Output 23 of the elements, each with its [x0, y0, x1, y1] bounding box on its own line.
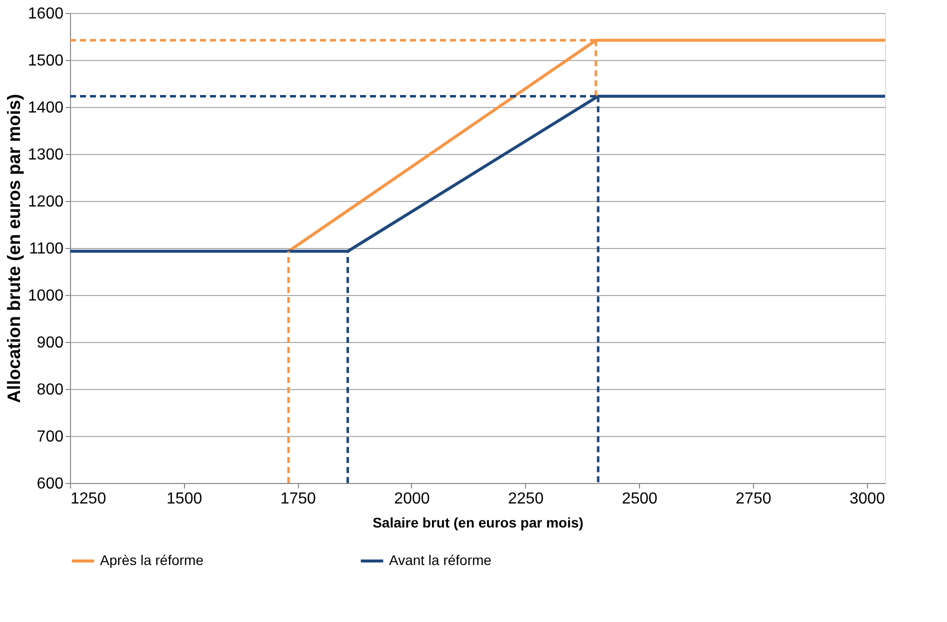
- x-tick-label: 2750: [736, 490, 772, 508]
- x-tick-label: 1500: [166, 490, 202, 508]
- x-tick-label: 1250: [70, 490, 106, 508]
- x-tick-label: 3000: [849, 490, 886, 508]
- legend-label: Après la réforme: [100, 552, 204, 568]
- y-tick-label: 700: [36, 428, 64, 446]
- y-tick-label: 1000: [28, 288, 64, 304]
- y-tick-label: 1500: [28, 52, 64, 70]
- x-axis-title: Salaire brut (en euros par mois): [372, 514, 584, 530]
- y-tick-label: 1400: [28, 100, 64, 116]
- y-tick-label: 600: [36, 476, 64, 492]
- legend-label: Avant la réforme: [389, 552, 492, 568]
- x-tick-label: 2000: [394, 490, 430, 508]
- y-tick-label: 1300: [28, 146, 64, 164]
- y-axis-title: Allocation brute (en euros par mois): [4, 94, 24, 404]
- x-tick-label: 1750: [280, 490, 316, 508]
- y-tick-label: 1600: [28, 6, 64, 22]
- y-tick-label: 900: [36, 334, 64, 352]
- y-tick-label: 1100: [29, 240, 64, 258]
- x-tick-label: 2250: [508, 490, 544, 508]
- y-tick-label: 800: [36, 382, 64, 398]
- y-tick-label: 1200: [28, 194, 64, 210]
- x-tick-label: 2500: [622, 490, 658, 508]
